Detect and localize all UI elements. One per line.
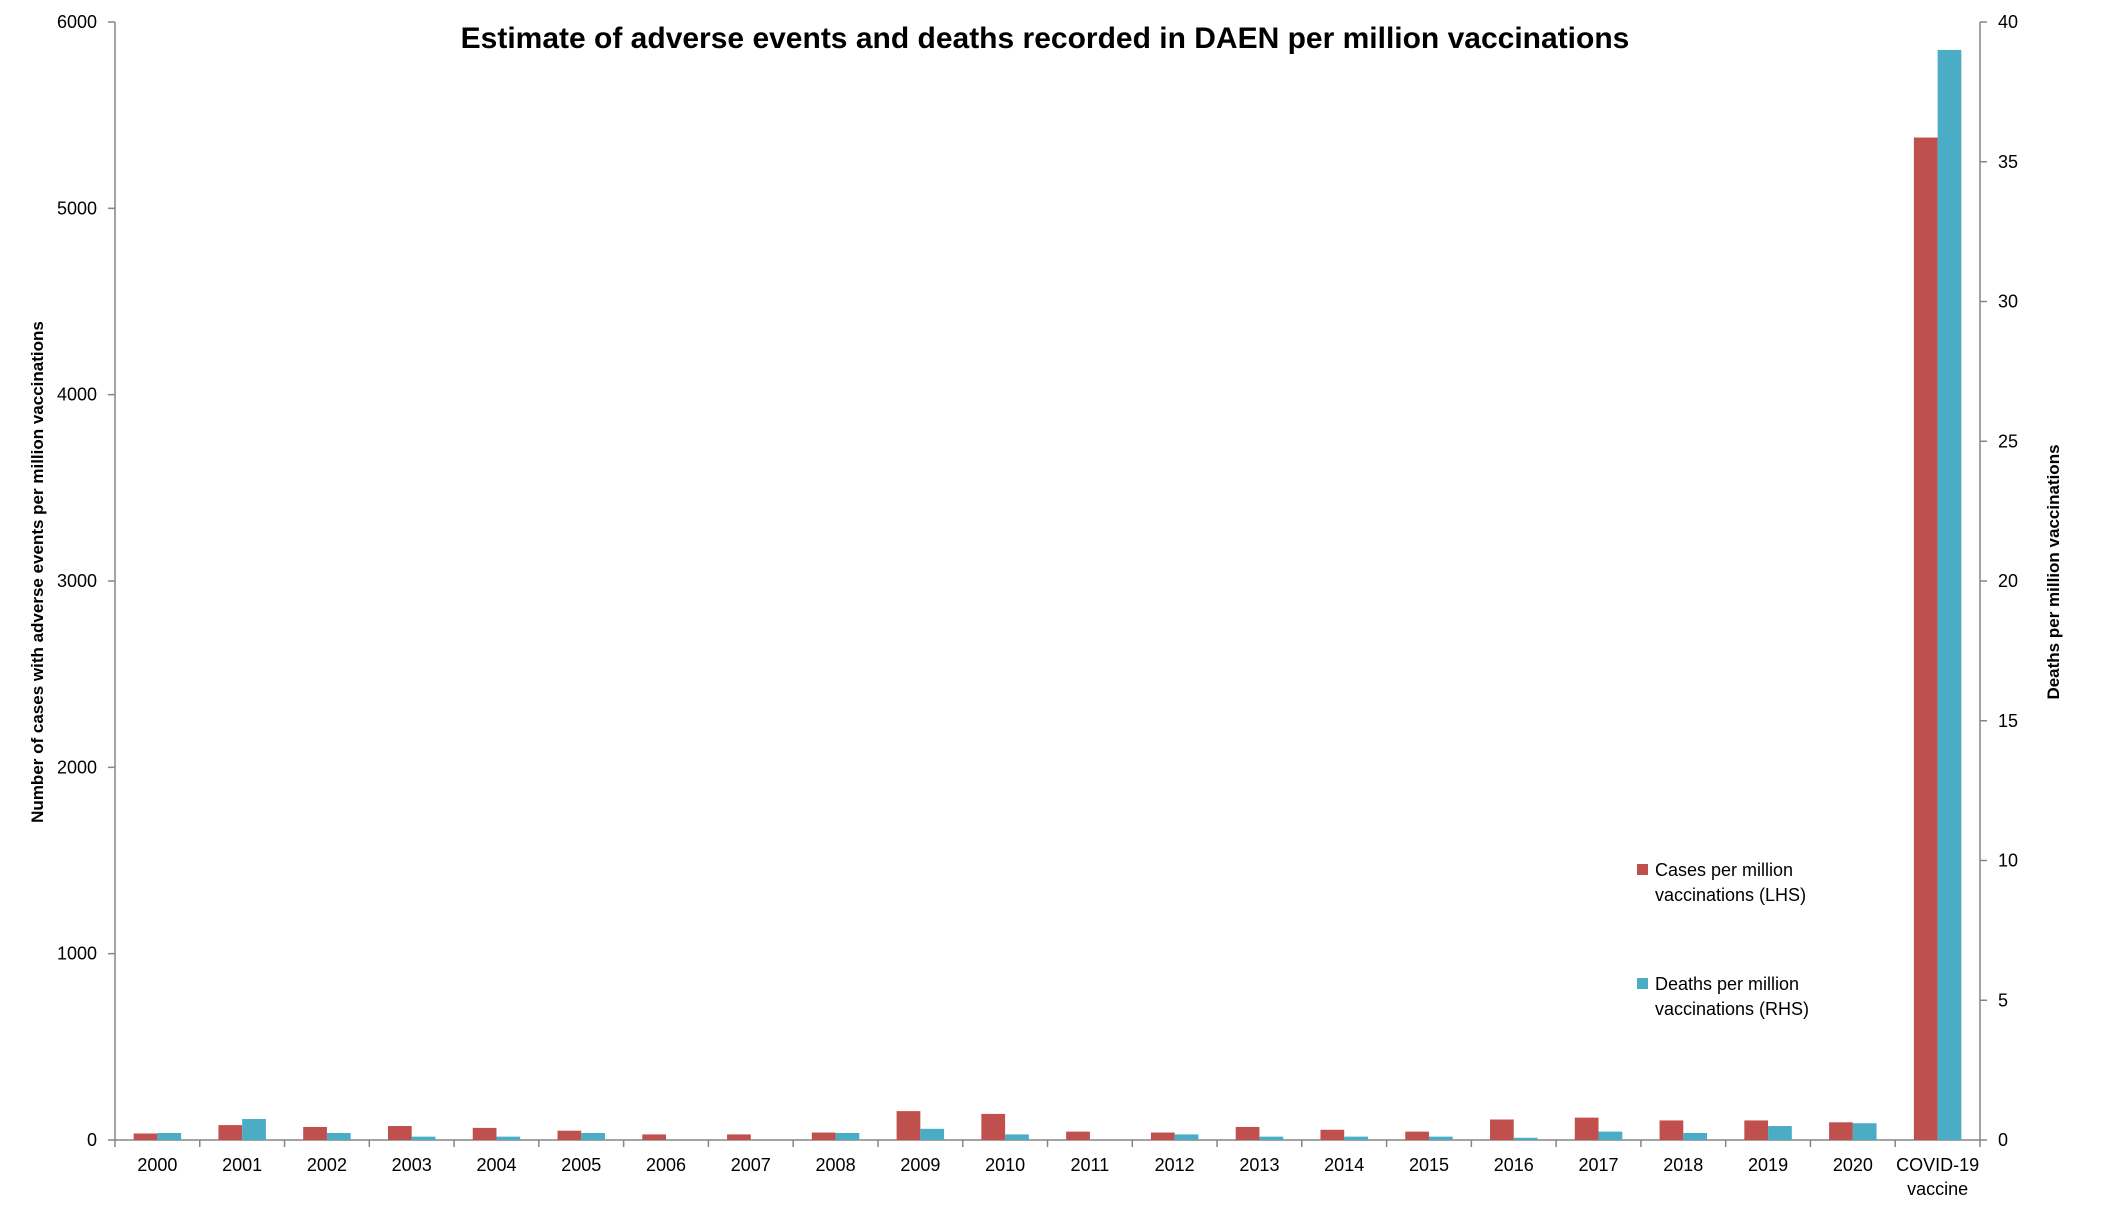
right-tick-label: 20	[1998, 571, 2018, 591]
cases-bar-2011	[1066, 1131, 1090, 1140]
cases-bar-2008	[811, 1132, 836, 1140]
deaths-bar-2017	[1598, 1131, 1623, 1140]
cases-bar-2004	[472, 1127, 497, 1140]
cases-bar-2020	[1829, 1122, 1853, 1140]
left-axis-title: Number of cases with adverse events per …	[28, 321, 47, 823]
x-tick-label: 2004	[476, 1155, 516, 1175]
deaths-bar-2002	[326, 1133, 351, 1140]
right-tick-label: 5	[1998, 990, 2008, 1010]
left-tick-label: 1000	[57, 944, 97, 964]
left-axis-ticks: 0 1000 2000 3000 4000 5000 6000	[57, 12, 115, 1150]
x-tick-label: 2003	[392, 1155, 432, 1175]
x-tick-label: 2000	[137, 1155, 177, 1175]
x-tick-label: 2007	[731, 1155, 771, 1175]
right-tick-label: 15	[1998, 711, 2018, 731]
deaths-bar-2000	[157, 1133, 182, 1140]
deaths-bar-2018	[1683, 1133, 1708, 1140]
deaths-legend-label: Deaths per million vaccinations (RHS)	[1655, 974, 1809, 1019]
x-tick-label: 2019	[1748, 1155, 1788, 1175]
deaths-bar-2019	[1768, 1126, 1792, 1140]
cases-bar-2013	[1235, 1126, 1260, 1140]
cases-bar-2012	[1150, 1132, 1175, 1140]
deaths-bar-2016	[1513, 1137, 1538, 1140]
left-tick-label: 6000	[57, 12, 97, 32]
right-axis-title: Deaths per million vaccinations	[2044, 444, 2063, 699]
x-tick-label: 2008	[816, 1155, 856, 1175]
cases-bar-2003	[387, 1126, 412, 1140]
cases-bar-2001	[218, 1125, 243, 1140]
deaths-legend-swatch	[1637, 978, 1648, 989]
cases-bar-2010	[981, 1113, 1006, 1140]
x-tick-label: 2009	[900, 1155, 940, 1175]
cases-bar-2006	[642, 1134, 667, 1140]
deaths-bar-2012	[1174, 1134, 1199, 1140]
legend: Cases per million vaccinations (LHS) Death…	[1637, 860, 1809, 1019]
right-axis-ticks: 0 5 10 15 20 25 30 35 40	[1980, 12, 2018, 1150]
x-tick-label: 2005	[561, 1155, 601, 1175]
cases-bar-2007	[727, 1134, 751, 1140]
left-tick-label: 2000	[57, 757, 97, 777]
cases-bar-2005	[557, 1130, 582, 1140]
bars-group	[133, 49, 1962, 1141]
right-tick-label: 40	[1998, 12, 2018, 32]
cases-bar-2002	[303, 1126, 327, 1140]
deaths-bar-2014	[1344, 1136, 1368, 1140]
deaths-bar-2008	[835, 1133, 860, 1140]
cases-bar-2000	[133, 1133, 158, 1140]
deaths-bar-2010	[1005, 1134, 1029, 1140]
right-tick-label: 10	[1998, 851, 2018, 871]
cases-bar-covid-19-vaccine	[1913, 137, 1938, 1140]
cases-bar-2017	[1574, 1117, 1599, 1140]
right-tick-label: 0	[1998, 1130, 2008, 1150]
deaths-bar-2005	[581, 1133, 605, 1140]
x-axis-ticks: 2000 2001 2002 2003 2004 2005 2006 2007 2008 2009…	[114, 1140, 1981, 1199]
left-tick-label: 3000	[57, 571, 97, 591]
x-tick-label: 2018	[1663, 1155, 1703, 1175]
deaths-bar-2013	[1259, 1136, 1284, 1140]
cases-bar-2016	[1490, 1119, 1514, 1140]
x-tick-label: 2012	[1155, 1155, 1195, 1175]
x-tick-label: 2020	[1833, 1155, 1873, 1175]
x-tick-label: 2001	[222, 1155, 262, 1175]
chart-title: Estimate of adverse events and deaths re…	[461, 22, 1630, 55]
right-tick-label: 25	[1998, 431, 2018, 451]
left-tick-label: 5000	[57, 198, 97, 218]
x-tick-label: 2016	[1494, 1155, 1534, 1175]
x-tick-label: 2011	[1071, 1155, 1110, 1175]
x-tick-label: 2015	[1409, 1155, 1449, 1175]
cases-bar-2019	[1744, 1120, 1769, 1140]
cases-legend-swatch	[1637, 864, 1648, 875]
left-tick-label: 4000	[57, 385, 97, 405]
deaths-bar-2020	[1852, 1123, 1877, 1140]
deaths-bar-2001	[242, 1119, 266, 1140]
deaths-bar-covid-19-vaccine	[1937, 49, 1962, 1141]
deaths-bar-2015	[1428, 1136, 1453, 1140]
deaths-bar-2004	[496, 1136, 521, 1140]
x-tick-label: 2002	[307, 1155, 347, 1175]
x-tick-label: 2006	[646, 1155, 686, 1175]
deaths-bar-2003	[411, 1136, 436, 1140]
x-tick-label: 2010	[985, 1155, 1025, 1175]
x-tick-label: 2017	[1578, 1155, 1618, 1175]
cases-bar-2015	[1405, 1131, 1429, 1140]
cases-bar-2018	[1659, 1120, 1684, 1140]
right-tick-label: 30	[1998, 292, 2018, 312]
left-tick-label: 0	[87, 1130, 97, 1150]
cases-bar-2014	[1320, 1129, 1345, 1140]
right-tick-label: 35	[1998, 152, 2018, 172]
x-tick-label: 2013	[1239, 1155, 1279, 1175]
deaths-bar-2009	[920, 1128, 945, 1140]
x-tick-label: COVID-19 vaccine	[1896, 1155, 1979, 1199]
cases-bar-2009	[896, 1111, 921, 1140]
cases-legend-label: Cases per million vaccinations (LHS)	[1655, 860, 1806, 905]
x-tick-label: 2014	[1324, 1155, 1364, 1175]
